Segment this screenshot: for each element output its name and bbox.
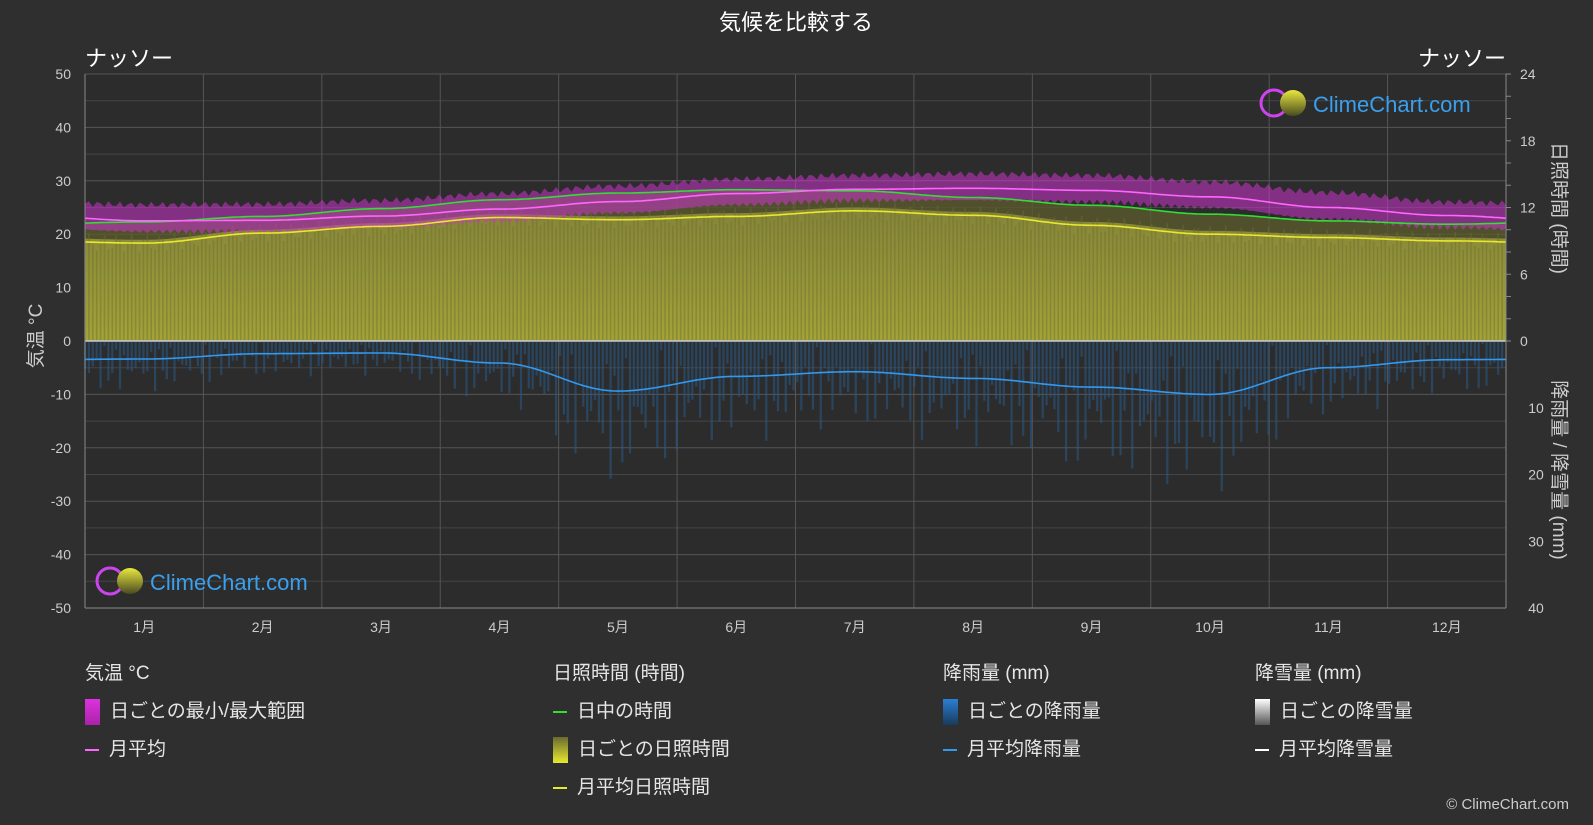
legend-snow: 降雪量 (mm) 日ごとの降雪量 月平均降雪量 — [1255, 662, 1413, 776]
logo-sun-icon — [1280, 90, 1306, 116]
month-label: 11月 — [1314, 619, 1343, 635]
legend-label: 日ごとの日照時間 — [578, 739, 730, 760]
legend-label: 日ごとの降雪量 — [1280, 701, 1413, 722]
logo-sun-icon — [117, 568, 143, 594]
left-tick-label: -50 — [51, 600, 71, 616]
right-tick-label: 18 — [1520, 133, 1536, 149]
range-swatch-icon — [85, 699, 100, 725]
left-tick-label: -10 — [51, 386, 71, 402]
daylight-line — [84, 188, 1507, 225]
left-tick-label: 30 — [55, 173, 71, 189]
snow-swatch-icon — [1255, 699, 1270, 725]
right-tick-label: 12 — [1520, 200, 1536, 216]
right-tick-label: 10 — [1528, 400, 1544, 416]
left-tick-label: 20 — [55, 226, 71, 242]
copyright: © ClimeChart.com — [1446, 796, 1569, 813]
right-tick-label: 30 — [1528, 533, 1544, 549]
right-tick-label: 6 — [1520, 266, 1528, 282]
right-tick-label: 20 — [1528, 467, 1544, 483]
month-label: 8月 — [962, 619, 984, 635]
legend-temperature: 気温 °C 日ごとの最小/最大範囲 月平均 — [85, 662, 305, 776]
legend-header: 降雨量 (mm) — [943, 663, 1050, 684]
month-label: 6月 — [725, 619, 747, 635]
legend-label: 月平均 — [109, 739, 167, 760]
sunshine-swatch-icon — [553, 737, 568, 763]
axis-ticks: 50 40 30 20 10 0 -10 -20 -30 -40 -50 24 18 12 6 0 10 20 30… — [51, 66, 1544, 635]
month-label: 5月 — [607, 619, 629, 635]
watermark-text: ClimeChart.com — [1313, 92, 1471, 117]
right-top-axis-label: 日照時間 (時間) — [1548, 142, 1570, 274]
plot-area — [83, 73, 1507, 609]
line-swatch-icon — [553, 711, 567, 713]
left-tick-label: -20 — [51, 440, 71, 456]
month-label: 1月 — [133, 619, 155, 635]
month-label: 3月 — [370, 619, 392, 635]
legend-item: 日ごとの日照時間 — [553, 737, 730, 763]
legend-sunshine: 日照時間 (時間) 日中の時間 日ごとの日照時間 月平均日照時間 — [553, 662, 730, 814]
left-tick-label: 0 — [63, 333, 71, 349]
line-swatch-icon — [943, 749, 957, 751]
legend-header: 降雪量 (mm) — [1255, 663, 1362, 684]
legend-item: 月平均降雪量 — [1255, 738, 1413, 762]
watermark-bottom: ClimeChart.com — [95, 566, 308, 596]
right-tick-label: 0 — [1520, 333, 1528, 349]
legend-label: 月平均降雪量 — [1279, 739, 1394, 760]
legend-item: 月平均日照時間 — [553, 776, 730, 800]
legend-label: 日ごとの最小/最大範囲 — [110, 701, 306, 722]
temperature-range-band — [85, 170, 1506, 235]
line-swatch-icon — [553, 787, 567, 789]
line-swatch-icon — [85, 749, 99, 751]
legend-rain: 降雨量 (mm) 日ごとの降雨量 月平均降雨量 — [943, 662, 1101, 776]
climate-chart: 気候を比較する ナッソー ナッソー 50 40 30 20 10 0 -10 -20 -30 -4… — [25, 10, 1570, 635]
temperature-avg-line — [84, 187, 1507, 222]
legend-item: 日中の時間 — [553, 700, 730, 724]
left-tick-label: 10 — [55, 280, 71, 296]
left-tick-label: -30 — [51, 493, 71, 509]
watermark-top: ClimeChart.com — [1259, 88, 1471, 118]
month-label: 4月 — [489, 619, 511, 635]
legend-item: 日ごとの降雪量 — [1255, 699, 1413, 725]
legend-label: 日中の時間 — [577, 701, 673, 722]
line-swatch-icon — [1255, 749, 1269, 751]
rain-swatch-icon — [943, 699, 958, 725]
right-tick-label: 24 — [1520, 66, 1536, 82]
right-tick-label: 40 — [1528, 600, 1544, 616]
legend-label: 日ごとの降雨量 — [968, 701, 1101, 722]
rain-avg-line — [84, 352, 1506, 396]
legend-header: 気温 °C — [85, 663, 150, 684]
left-tick-label: -40 — [51, 547, 71, 563]
legend-item: 日ごとの最小/最大範囲 — [85, 699, 306, 725]
month-label: 2月 — [252, 619, 274, 635]
legend-item: 月平均 — [85, 738, 305, 762]
left-tick-label: 50 — [55, 66, 71, 82]
legend-label: 月平均降雨量 — [967, 739, 1082, 760]
chart-title: 気候を比較する — [719, 10, 873, 35]
left-location: ナッソー — [85, 46, 173, 71]
month-label: 7月 — [844, 619, 866, 635]
legend-item: 日ごとの降雨量 — [943, 699, 1101, 725]
month-label: 12月 — [1432, 619, 1462, 635]
right-location: ナッソー — [1418, 46, 1506, 71]
sunshine-area — [85, 207, 1506, 341]
month-label: 10月 — [1195, 619, 1225, 635]
left-axis-label: 気温 °C — [25, 304, 47, 369]
month-label: 9月 — [1081, 619, 1103, 635]
right-bottom-axis-label: 降雨量 / 降雪量 (mm) — [1548, 380, 1570, 559]
legend-header: 日照時間 (時間) — [553, 663, 685, 684]
left-tick-label: 40 — [55, 119, 71, 135]
legend-item: 月平均降雨量 — [943, 738, 1101, 762]
legend-label: 月平均日照時間 — [577, 777, 711, 798]
watermark-text: ClimeChart.com — [150, 570, 308, 595]
sunshine-avg-line — [84, 210, 1507, 244]
